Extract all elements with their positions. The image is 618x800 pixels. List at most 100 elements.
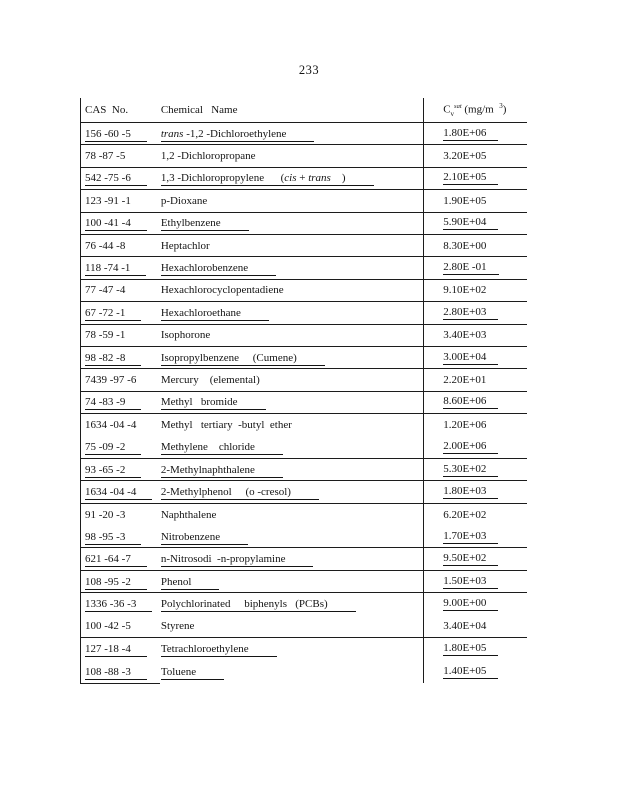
chemical-name: Phenol [160, 575, 220, 590]
cas-number: 100 -42 -5 [85, 620, 131, 633]
table-row: 156 -60 -5 trans -1,2 -Dichloroethylene 1.… [81, 123, 527, 146]
concentration-value: 5.90E+04 [443, 216, 499, 231]
table-row: 118 -74 -1 Hexachlorobenzene 2.80E -01 [81, 257, 527, 280]
chemical-name: Naphthalene [160, 508, 217, 521]
chemical-name: Hexachlorocyclopentadiene [160, 284, 284, 297]
concentration-value: 9.10E+02 [443, 284, 487, 297]
table-row: 100 -41 -4 Ethylbenzene 5.90E+04 [81, 212, 527, 235]
table-row: 123 -91 -1 p-Dioxane 1.90E+05 [81, 190, 527, 213]
table-row: 100 -42 -5 Styrene 3.40E+04 [81, 615, 527, 638]
table-row: 98 -82 -8 Isopropylbenzene (Cumene) 3.00E+… [81, 346, 527, 370]
concentration-value: 3.40E+04 [443, 620, 487, 633]
table-row: 127 -18 -4 Tetrachloroethylene 1.80E+05 [81, 637, 527, 661]
cas-number: 75 -09 -2 [85, 441, 142, 456]
table-row: 621 -64 -7 n-Nitrosodi -n-propylamine 9.50… [81, 548, 527, 571]
cas-number: 7439 -97 -6 [85, 373, 137, 386]
cas-number: 123 -91 -1 [85, 194, 131, 207]
page-number: 233 [298, 63, 320, 77]
concentration-value: 1.80E+05 [443, 642, 499, 657]
cas-number: 621 -64 -7 [85, 553, 147, 568]
table-body: 156 -60 -5 trans -1,2 -Dichloroethylene 1.… [81, 123, 527, 683]
cas-number: 74 -83 -9 [85, 396, 142, 411]
table-row: 77 -47 -4 Hexachlorocyclopentadiene 9.10E+… [81, 279, 527, 303]
concentration-value: 5.30E+02 [443, 463, 499, 477]
cas-number: 76 -44 -8 [85, 239, 126, 252]
chemical-name: Methylene chloride [160, 441, 283, 456]
chemical-name: Polychlorinated biphenyls (PCBs) [160, 598, 356, 613]
concentration-value: 2.20E+01 [443, 373, 487, 386]
table-row: 108 -88 -3 Toluene 1.40E+05 [81, 660, 527, 683]
concentration-value: 2.00E+06 [443, 440, 499, 455]
concentration-value: 3.20E+05 [443, 150, 487, 163]
chemical-name: p-Dioxane [160, 194, 208, 207]
cas-number: 127 -18 -4 [85, 643, 147, 658]
chemical-name: Hexachlorobenzene [160, 262, 277, 277]
cas-number: 98 -95 -3 [85, 530, 142, 545]
chemical-name: Mercury (elemental) [160, 373, 260, 386]
table-row: 78 -87 -5 1,2 -Dichloropropane 3.20E+05 [81, 145, 527, 168]
cas-number: 78 -59 -1 [85, 329, 126, 342]
cas-number: 118 -74 -1 [85, 262, 147, 277]
concentration-value: 6.20E+02 [443, 508, 487, 521]
concentration-value: 1.90E+05 [443, 194, 487, 207]
chemical-name: Isophorone [160, 329, 211, 342]
table-row: 67 -72 -1 Hexachloroethane 2.80E+03 [81, 302, 527, 325]
chemicals-table: CAS No. Chemical Name Cvsat (mg/m 3) 156… [80, 98, 527, 684]
chemical-name: Methyl bromide [160, 396, 266, 411]
table-row: 76 -44 -8 Heptachlor 8.30E+00 [81, 234, 527, 258]
table-header-row: CAS No. Chemical Name Cvsat (mg/m 3) [81, 98, 527, 123]
table-row: 75 -09 -2 Methylene chloride 2.00E+06 [81, 436, 527, 459]
table-row: 7439 -97 -6 Mercury (elemental) 2.20E+01 [81, 369, 527, 392]
table-row: 74 -83 -9 Methyl bromide 8.60E+06 [81, 391, 527, 415]
chemical-name: trans -1,2 -Dichloroethylene [160, 127, 315, 142]
header-cas-no: CAS No. [85, 104, 129, 116]
cas-number: 108 -88 -3 [85, 665, 147, 680]
chemical-name: Ethylbenzene [160, 217, 249, 232]
table-bottom-stub [81, 682, 160, 684]
cas-number: 1634 -04 -4 [85, 485, 153, 500]
cas-number: 100 -41 -4 [85, 217, 147, 232]
concentration-value: 2.80E+03 [443, 306, 499, 320]
chemical-name: n-Nitrosodi -n-propylamine [160, 553, 314, 568]
cas-number: 77 -47 -4 [85, 284, 126, 297]
table-row: 98 -95 -3 Nitrobenzene 1.70E+03 [81, 526, 527, 549]
chemical-name: Toluene [160, 665, 225, 680]
chemical-name: Heptachlor [160, 239, 210, 252]
concentration-value: 8.60E+06 [443, 395, 499, 410]
table-row: 93 -65 -2 2-Methylnaphthalene 5.30E+02 [81, 458, 527, 482]
cas-number: 542 -75 -6 [85, 172, 147, 187]
table-row: 1336 -36 -3 Polychlorinated biphenyls (PC… [81, 593, 527, 616]
concentration-value: 2.80E -01 [443, 261, 499, 276]
table-row: 108 -95 -2 Phenol 1.50E+03 [81, 570, 527, 594]
concentration-value: 1.70E+03 [443, 530, 499, 544]
table-row: 78 -59 -1 Isophorone 3.40E+03 [81, 324, 527, 347]
header-chemical-name: Chemical Name [160, 104, 238, 116]
chemical-name: Hexachloroethane [160, 306, 269, 321]
cas-number: 78 -87 -5 [85, 150, 126, 163]
cas-number: 1336 -36 -3 [85, 598, 153, 613]
concentration-value: 3.40E+03 [443, 329, 487, 342]
chemical-name: 2-Methylphenol (o -cresol) [160, 485, 319, 500]
cas-number: 93 -65 -2 [85, 463, 142, 478]
header-csat-value: Cvsat (mg/m 3) [423, 98, 527, 122]
chemical-name: Isopropylbenzene (Cumene) [160, 351, 325, 366]
chemical-name: 1,2 -Dichloropropane [160, 150, 256, 163]
cas-number: 91 -20 -3 [85, 508, 126, 521]
cas-number: 108 -95 -2 [85, 575, 147, 590]
cas-number: 98 -82 -8 [85, 351, 142, 366]
chemical-name: Tetrachloroethylene [160, 643, 277, 658]
chemical-name: 2-Methylnaphthalene [160, 463, 283, 478]
chemical-name: Methyl tertiary -butyl ether [160, 419, 292, 432]
concentration-value: 2.10E+05 [443, 171, 499, 186]
cas-number: 1634 -04 -4 [85, 419, 137, 432]
chemical-name: Nitrobenzene [160, 530, 249, 545]
concentration-value: 1.80E+06 [443, 127, 499, 141]
table-row: 91 -20 -3 Naphthalene 6.20E+02 [81, 503, 527, 527]
chemical-name: Styrene [160, 620, 195, 633]
concentration-value: 1.40E+05 [443, 665, 499, 679]
concentration-value: 3.00E+04 [443, 351, 499, 365]
concentration-value: 8.30E+00 [443, 239, 487, 252]
concentration-value: 9.50E+02 [443, 552, 499, 567]
concentration-value: 1.20E+06 [443, 419, 487, 432]
chemical-name: 1,3 -Dichloropropylene (cis + trans ) [160, 172, 374, 187]
